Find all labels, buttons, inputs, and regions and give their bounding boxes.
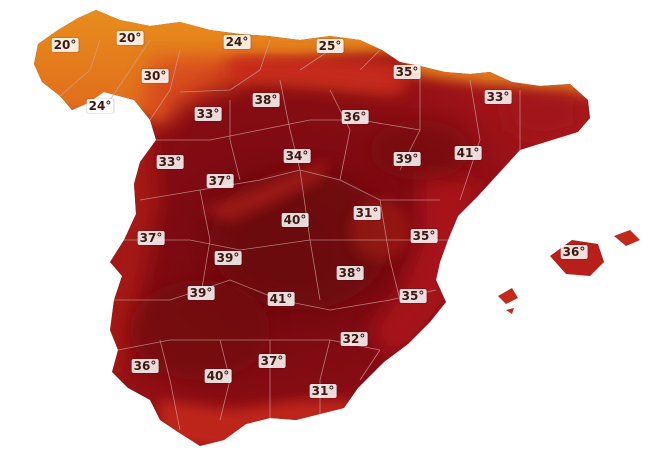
province-borders bbox=[59, 39, 521, 431]
temperature-label-badajoz: 39° bbox=[187, 286, 215, 300]
temperature-label-galicia-inland: 30° bbox=[141, 69, 169, 83]
temperature-label-asturias: 24° bbox=[223, 35, 251, 49]
temperature-label-castellon: 35° bbox=[410, 229, 438, 243]
temperature-label-valencia-south: 35° bbox=[399, 289, 427, 303]
temperature-label-jaen: 37° bbox=[258, 354, 286, 368]
temperature-label-burgos: 36° bbox=[341, 110, 369, 124]
temperature-label-galicia-north: 20° bbox=[116, 31, 144, 45]
temperature-label-salamanca: 33° bbox=[156, 155, 184, 169]
temperature-label-zaragoza: 39° bbox=[393, 152, 421, 166]
balearic-islands bbox=[498, 230, 640, 314]
temperature-label-cuenca: 38° bbox=[336, 266, 364, 280]
temperature-label-valladolid-south: 34° bbox=[283, 149, 311, 163]
temperature-label-huelva: 36° bbox=[131, 359, 159, 373]
temperature-label-galicia-south: 24° bbox=[86, 99, 114, 113]
ibiza-island bbox=[498, 288, 518, 304]
temperature-label-toledo: 39° bbox=[214, 251, 242, 265]
temperature-label-granada: 31° bbox=[309, 384, 337, 398]
temperature-label-leon: 38° bbox=[252, 93, 280, 107]
temperature-label-murcia: 32° bbox=[340, 332, 368, 346]
temperature-label-navarra: 35° bbox=[393, 65, 421, 79]
temperature-label-ciudad-real: 41° bbox=[267, 292, 295, 306]
temperature-label-madrid-area: 40° bbox=[281, 213, 309, 227]
temperature-label-basque-country: 25° bbox=[316, 39, 344, 53]
temperature-label-catalonia-north: 33° bbox=[484, 90, 512, 104]
formentera-island bbox=[506, 308, 514, 314]
temperature-label-sevilla: 40° bbox=[204, 369, 232, 383]
temperature-label-zamora: 33° bbox=[194, 107, 222, 121]
temperature-label-mallorca: 36° bbox=[560, 245, 588, 259]
temperature-label-avila: 37° bbox=[206, 174, 234, 188]
temperature-label-teruel: 31° bbox=[353, 206, 381, 220]
temperature-label-galicia-coast-nw: 20° bbox=[51, 38, 79, 52]
temperature-label-lleida: 41° bbox=[454, 146, 482, 160]
menorca-island bbox=[614, 230, 640, 246]
temperature-label-extremadura-north: 37° bbox=[137, 231, 165, 245]
